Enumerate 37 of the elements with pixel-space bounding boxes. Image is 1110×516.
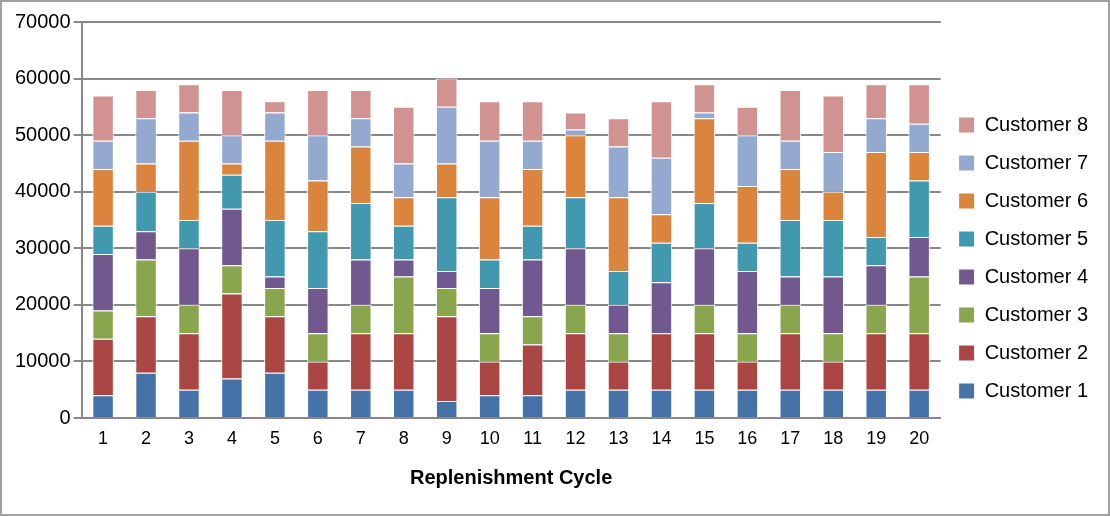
x-tick-label: 18 xyxy=(823,427,844,448)
x-tick-label: 6 xyxy=(312,427,323,448)
legend-label: Customer 6 xyxy=(984,188,1089,211)
x-tick-label: 9 xyxy=(441,427,452,448)
legend-label: Customer 1 xyxy=(984,378,1089,401)
x-tick-label: 3 xyxy=(183,427,194,448)
x-tick-label: 20 xyxy=(909,427,930,448)
legend-label: Customer 7 xyxy=(984,150,1089,173)
x-tick-label: 19 xyxy=(866,427,887,448)
y-tick-label: 20000 xyxy=(14,292,71,315)
legend-label: Customer 8 xyxy=(984,112,1089,135)
x-tick-label: 11 xyxy=(523,427,542,448)
x-tick-label: 14 xyxy=(651,427,672,448)
legend-label: Customer 5 xyxy=(984,226,1089,249)
y-tick-label: 0 xyxy=(59,405,71,428)
x-tick-label: 8 xyxy=(398,427,409,448)
legend-label: Customer 2 xyxy=(984,340,1089,363)
y-tick-label: 30000 xyxy=(14,235,71,258)
x-tick-label: 2 xyxy=(141,427,152,448)
x-axis-title: Replenishment Cycle xyxy=(409,465,613,488)
x-tick-label: 13 xyxy=(608,427,629,448)
x-tick-label: 7 xyxy=(355,427,366,448)
y-tick-label: 40000 xyxy=(14,179,71,202)
x-tick-label: 16 xyxy=(737,427,758,448)
x-tick-label: 1 xyxy=(98,427,109,448)
x-tick-label: 17 xyxy=(780,427,801,448)
x-tick-label: 15 xyxy=(694,427,715,448)
legend-label: Customer 3 xyxy=(984,302,1089,325)
x-tick-label: 4 xyxy=(226,427,237,448)
x-tick-label: 12 xyxy=(565,427,586,448)
y-tick-label: 10000 xyxy=(14,348,71,371)
legend-label: Customer 4 xyxy=(984,264,1089,287)
y-tick-label: 70000 xyxy=(14,9,71,32)
x-tick-label: 5 xyxy=(269,427,280,448)
x-tick-label: 10 xyxy=(479,427,500,448)
y-tick-label: 60000 xyxy=(14,66,71,89)
y-tick-label: 50000 xyxy=(14,122,71,145)
